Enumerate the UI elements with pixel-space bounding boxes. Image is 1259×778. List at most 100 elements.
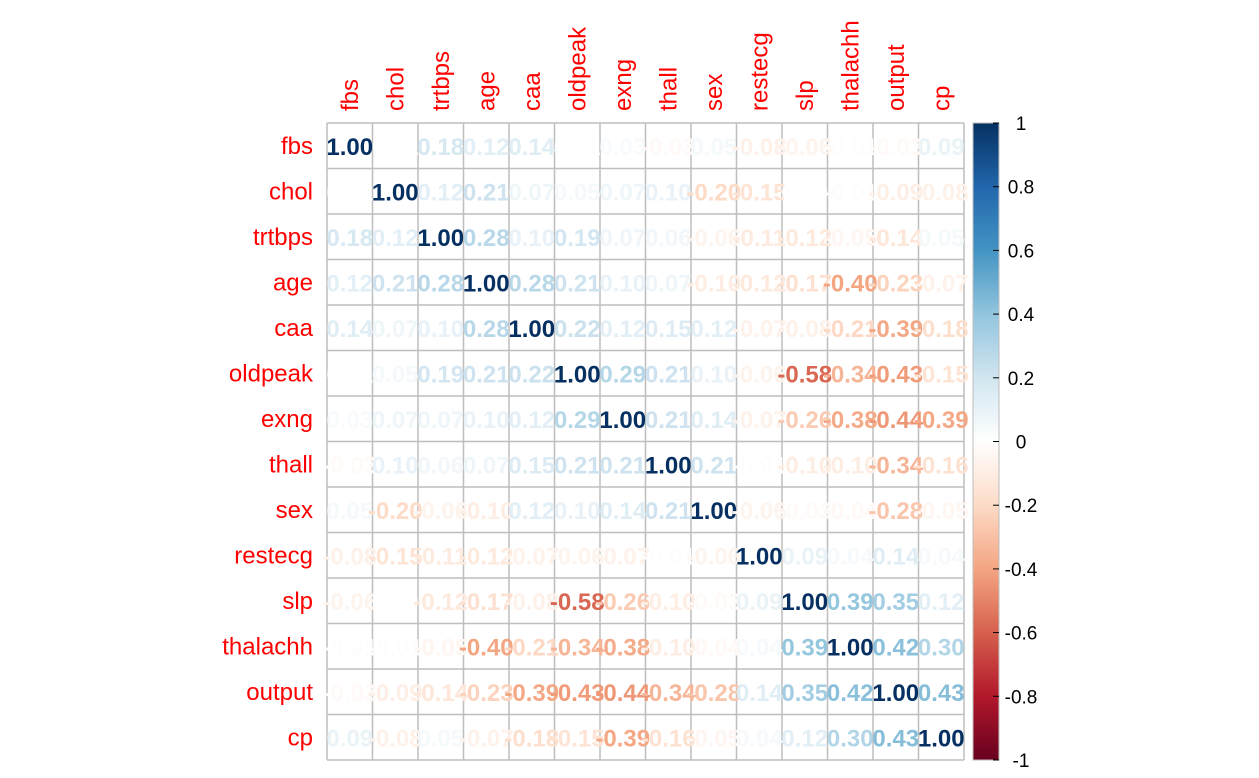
cell-value-restecg-fbs: -0.08 <box>322 543 377 570</box>
column-labels: fbs chol trtbps age caa oldpeak exng thall sex re… <box>337 20 956 111</box>
cell-value-cp-sex: -0.05 <box>686 725 741 752</box>
cell-value-oldpeak-fbs: 0.01 <box>326 361 373 388</box>
cell-value-sex-chol: -0.20 <box>368 498 423 525</box>
cell-value-output-age: -0.23 <box>459 680 514 707</box>
colorbar-ticks: 1 0.8 0.6 0.4 0.2 0 -0.2 -0.4 -0.6 -0.8 -1 <box>993 114 1038 772</box>
column-label-thall: thall <box>655 67 682 111</box>
cell-value-thalachh-output: 0.42 <box>872 634 919 661</box>
cell-value-sex-oldpeak: 0.10 <box>554 498 601 525</box>
cell-value-thalachh-sex: -0.04 <box>686 634 741 661</box>
cell-value-fbs-output: -0.03 <box>868 134 923 161</box>
cell-value-restecg-thalachh: 0.04 <box>827 543 874 570</box>
cell-value-trtbps-output: -0.14 <box>868 225 923 252</box>
cell-value-age-sex: -0.10 <box>686 270 741 297</box>
cell-value-thall-sex: 0.21 <box>690 452 737 479</box>
cell-value-fbs-fbs: 1.00 <box>326 134 373 161</box>
cell-value-chol-restecg: -0.15 <box>732 179 787 206</box>
cell-value-trtbps-restecg: -0.11 <box>733 225 786 252</box>
cell-value-thalachh-chol: -0.01 <box>368 634 423 661</box>
colorbar: 1 0.8 0.6 0.4 0.2 0 -0.2 -0.4 -0.6 -0.8 -1 <box>972 114 1038 772</box>
cell-value-output-cp: 0.43 <box>918 680 965 707</box>
column-label-thalachh: thalachh <box>837 20 864 111</box>
cell-value-slp-cp: 0.12 <box>918 589 965 616</box>
cell-value-thall-output: -0.34 <box>868 452 923 479</box>
cell-value-caa-age: 0.28 <box>463 316 510 343</box>
cell-value-thall-exng: 0.21 <box>599 452 646 479</box>
cell-value-oldpeak-output: -0.43 <box>868 361 923 388</box>
cell-value-thall-thall: 1.00 <box>645 452 692 479</box>
colorbar-tick-label: 1 <box>1016 114 1027 135</box>
row-label-thalachh: thalachh <box>222 633 313 660</box>
cell-value-output-sex: -0.28 <box>686 680 741 707</box>
cell-value-restecg-cp: 0.04 <box>918 543 965 570</box>
cell-value-slp-thall: -0.10 <box>641 589 696 616</box>
cell-value-slp-sex: -0.03 <box>686 589 741 616</box>
cell-value-age-thall: 0.07 <box>645 270 692 297</box>
colorbar-tick-label: -0.2 <box>1005 496 1038 517</box>
cell-value-cp-slp: 0.12 <box>781 725 828 752</box>
cell-value-output-slp: 0.35 <box>781 680 828 707</box>
colorbar-tick-label: 0.6 <box>1008 241 1034 262</box>
cell-value-slp-age: -0.17 <box>459 589 514 616</box>
cell-value-trtbps-age: 0.28 <box>463 225 510 252</box>
row-label-oldpeak: oldpeak <box>229 360 314 387</box>
cell-value-fbs-oldpeak: 0.01 <box>554 134 601 161</box>
cell-value-oldpeak-thall: 0.21 <box>645 361 692 388</box>
cell-value-output-caa: -0.39 <box>504 680 559 707</box>
column-label-trtbps: trtbps <box>428 51 455 111</box>
cell-value-chol-sex: -0.20 <box>686 179 741 206</box>
cell-value-cp-oldpeak: -0.15 <box>550 725 605 752</box>
cell-value-output-thall: -0.34 <box>641 680 696 707</box>
cell-value-slp-caa: -0.08 <box>504 589 559 616</box>
cell-value-exng-caa: 0.12 <box>508 407 555 434</box>
cell-value-restecg-chol: -0.15 <box>368 543 423 570</box>
row-label-exng: exng <box>261 406 313 433</box>
cell-value-caa-sex: 0.12 <box>690 316 737 343</box>
cell-value-thalachh-restecg: 0.04 <box>736 634 783 661</box>
cell-value-oldpeak-cp: -0.15 <box>914 361 969 388</box>
cell-value-slp-oldpeak: -0.58 <box>550 589 605 616</box>
cell-value-exng-thall: 0.21 <box>645 407 692 434</box>
cell-value-restecg-age: -0.12 <box>459 543 514 570</box>
column-label-age: age <box>473 71 500 111</box>
cell-value-caa-thall: 0.15 <box>645 316 692 343</box>
cell-value-fbs-exng: 0.03 <box>599 134 646 161</box>
cell-value-caa-cp: -0.18 <box>914 316 969 343</box>
cell-value-exng-output: -0.44 <box>868 407 923 434</box>
row-label-output: output <box>246 679 313 706</box>
cell-value-thall-caa: 0.15 <box>508 452 555 479</box>
cell-value-age-exng: 0.10 <box>599 270 646 297</box>
cell-value-fbs-age: 0.12 <box>463 134 510 161</box>
cell-value-trtbps-caa: 0.10 <box>508 225 555 252</box>
cell-value-exng-sex: 0.14 <box>690 407 737 434</box>
cell-value-caa-thalachh: -0.21 <box>823 316 878 343</box>
cell-value-output-trtbps: -0.14 <box>413 680 468 707</box>
cell-value-trtbps-chol: 0.12 <box>372 225 419 252</box>
cell-value-fbs-slp: -0.06 <box>777 134 832 161</box>
column-label-cp: cp <box>928 86 955 111</box>
cell-value-thalachh-caa: -0.21 <box>504 634 559 661</box>
cell-value-cp-fbs: 0.09 <box>326 725 373 752</box>
colorbar-tick-label: 0.4 <box>1008 305 1035 326</box>
cell-value-oldpeak-thalachh: -0.34 <box>823 361 878 388</box>
cell-value-exng-exng: 1.00 <box>599 407 646 434</box>
column-label-output: output <box>883 44 910 111</box>
cell-value-slp-restecg: 0.09 <box>736 589 783 616</box>
cell-value-trtbps-exng: 0.07 <box>599 225 646 252</box>
cell-value-oldpeak-chol: 0.05 <box>372 361 419 388</box>
cell-value-thalachh-cp: 0.30 <box>918 634 965 661</box>
cell-value-trtbps-fbs: 0.18 <box>326 225 373 252</box>
cell-value-sex-slp: -0.03 <box>777 498 832 525</box>
cell-value-cp-age: -0.07 <box>459 725 514 752</box>
cell-value-output-oldpeak: -0.43 <box>550 680 605 707</box>
cell-value-thalachh-slp: 0.39 <box>781 634 828 661</box>
cell-value-trtbps-thall: 0.06 <box>645 225 692 252</box>
column-label-oldpeak: oldpeak <box>564 26 591 111</box>
row-label-fbs: fbs <box>281 133 313 160</box>
cell-value-sex-age: -0.10 <box>459 498 514 525</box>
column-label-chol: chol <box>382 67 409 111</box>
row-label-restecg: restecg <box>234 542 313 569</box>
cell-value-caa-output: -0.39 <box>868 316 923 343</box>
cell-value-cp-thall: -0.16 <box>641 725 696 752</box>
